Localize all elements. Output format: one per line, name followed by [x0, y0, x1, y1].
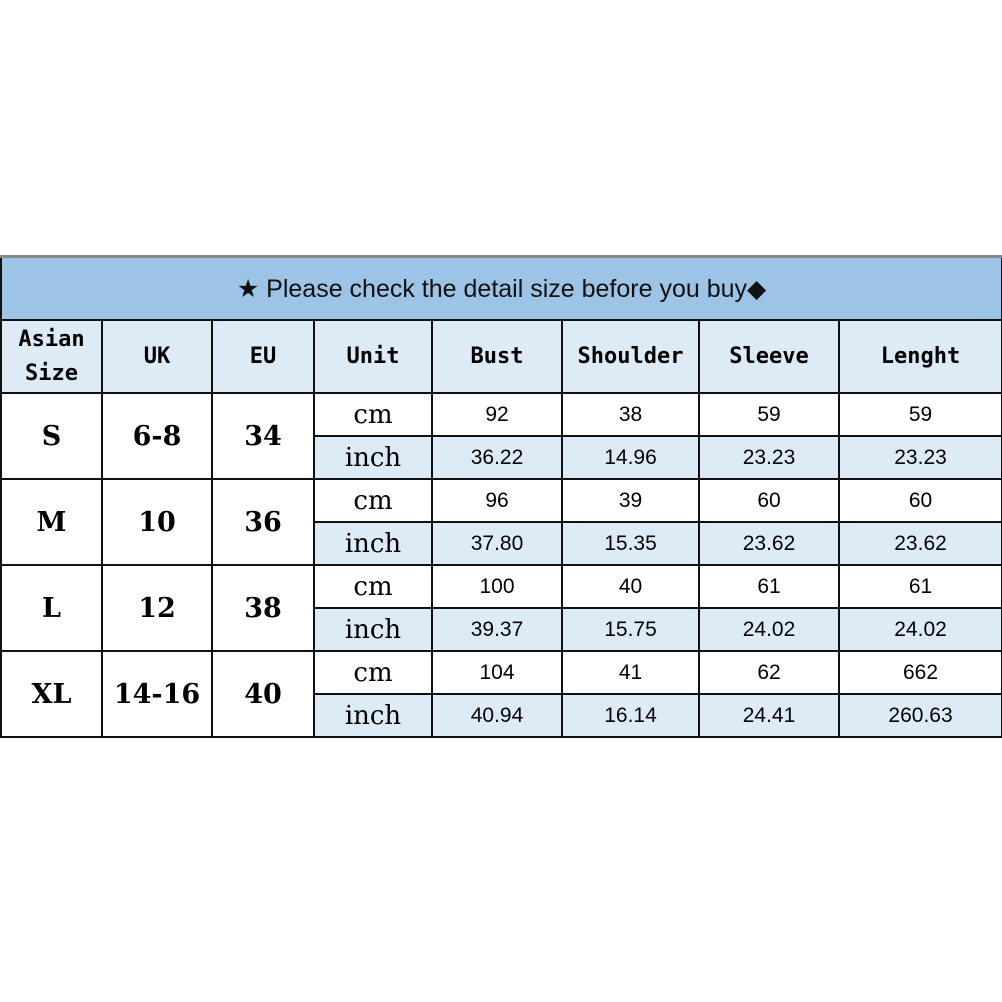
- measurement-cell: 14.96: [561, 435, 700, 480]
- table-row: inch 39.37 15.75 24.02 24.02: [1, 607, 1002, 652]
- measurement-cell: 23.62: [698, 521, 840, 566]
- measurement-cell: 62: [698, 650, 840, 695]
- measurement-cell: 38: [561, 392, 700, 437]
- column-header: UK: [101, 319, 213, 394]
- column-header: Lenght: [837, 319, 1002, 394]
- measurement-cell: 60: [698, 478, 840, 523]
- unit-cell: inch: [313, 607, 433, 652]
- table-row: inch 40.94 16.14 24.41 260.63: [1, 693, 1002, 738]
- table-row: L 12 38 cm 100 40 61 61: [0, 564, 1002, 652]
- measurement-cell: 41: [561, 650, 700, 695]
- table-row: S 6-8 34 cm 92 38 59 59: [0, 392, 1002, 480]
- uk-size-cell: 12: [101, 564, 213, 652]
- measurement-cell: 36.22: [431, 435, 563, 480]
- column-header: Bust: [431, 319, 563, 394]
- uk-size-cell: 10: [101, 478, 213, 566]
- table-row: inch 36.22 14.96 23.23 23.23: [1, 435, 1002, 480]
- size-cell: S: [0, 392, 103, 480]
- unit-cell: cm: [313, 650, 433, 695]
- measurement-cell: 61: [698, 564, 840, 609]
- uk-size-cell: 6-8: [101, 392, 213, 480]
- measurement-cell: 39.37: [431, 607, 563, 652]
- column-header: EU: [211, 319, 315, 394]
- unit-cell: inch: [313, 435, 433, 480]
- unit-cell: cm: [313, 564, 433, 609]
- measurement-cell: 37.80: [431, 521, 563, 566]
- measurement-cell: 39: [561, 478, 700, 523]
- measurement-cell: 662: [837, 650, 1002, 695]
- measurement-cell: 104: [431, 650, 563, 695]
- eu-size-cell: 36: [211, 478, 315, 566]
- measurement-cell: 40.94: [431, 693, 563, 738]
- measurement-cell: 23.23: [698, 435, 840, 480]
- size-chart-table: ★ Please check the detail size before yo…: [0, 255, 1002, 738]
- measurement-cell: 59: [837, 392, 1002, 437]
- unit-cell: inch: [313, 693, 433, 738]
- measurement-cell: 24.02: [837, 607, 1002, 652]
- measurement-cell: 61: [837, 564, 1002, 609]
- size-cell: L: [0, 564, 103, 652]
- uk-size-cell: 14-16: [101, 650, 213, 738]
- measurement-cell: 24.02: [698, 607, 840, 652]
- measurement-cell: 23.23: [837, 435, 1002, 480]
- measurement-cell: 59: [698, 392, 840, 437]
- column-header: Asian Size: [0, 319, 103, 394]
- eu-size-cell: 34: [211, 392, 315, 480]
- table-row: XL 14-16 40 cm 104 41 62 662: [0, 650, 1002, 738]
- size-cell: XL: [0, 650, 103, 738]
- eu-size-cell: 38: [211, 564, 315, 652]
- table-row: M 10 36 cm 96 39 60 60: [0, 478, 1002, 566]
- measurement-cell: 260.63: [837, 693, 1002, 738]
- measurement-cell: 60: [837, 478, 1002, 523]
- measurement-cell: 40: [561, 564, 700, 609]
- size-cell: M: [0, 478, 103, 566]
- measurement-cell: 24.41: [698, 693, 840, 738]
- unit-cell: inch: [313, 521, 433, 566]
- unit-cell: cm: [313, 478, 433, 523]
- measurement-cell: 23.62: [837, 521, 1002, 566]
- measurement-cell: 16.14: [561, 693, 700, 738]
- measurement-cell: 15.35: [561, 521, 700, 566]
- measurement-cell: 92: [431, 392, 563, 437]
- table-title: ★ Please check the detail size before yo…: [0, 255, 1002, 321]
- measurement-cell: 96: [431, 478, 563, 523]
- column-header: Sleeve: [698, 319, 840, 394]
- unit-cell: cm: [313, 392, 433, 437]
- measurement-cell: 15.75: [561, 607, 700, 652]
- eu-size-cell: 40: [211, 650, 315, 738]
- table-row: inch 37.80 15.35 23.62 23.62: [1, 521, 1002, 566]
- column-header: Unit: [313, 319, 433, 394]
- measurement-cell: 100: [431, 564, 563, 609]
- column-header: Shoulder: [561, 319, 700, 394]
